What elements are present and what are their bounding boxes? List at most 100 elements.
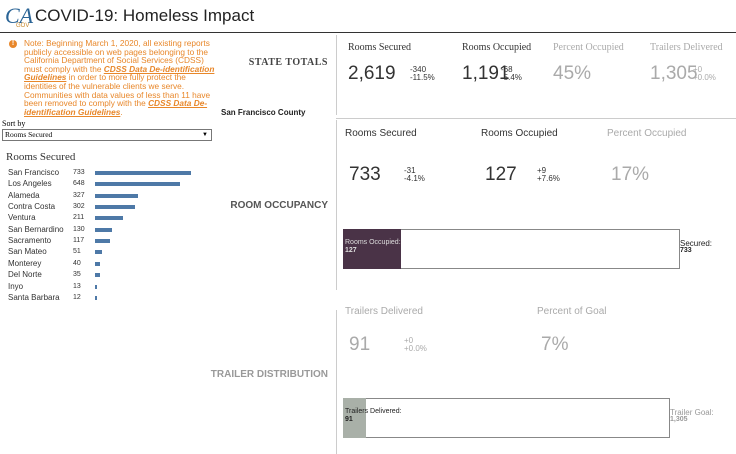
bar <box>95 284 97 289</box>
metric-title: Rooms Secured <box>348 42 412 53</box>
county-name: San Francisco <box>8 168 60 177</box>
county-name: San Mateo <box>8 247 47 257</box>
bar <box>95 295 97 300</box>
county-value: 130 <box>73 225 85 233</box>
county-value: 733 <box>73 169 85 176</box>
metric-title: Rooms Occupied <box>481 128 558 139</box>
sort-label: Sort by <box>2 119 26 128</box>
filled-value: 127 <box>345 247 357 254</box>
metric-title: Percent of Goal <box>537 306 607 317</box>
section-label: STATE TOTALS <box>248 57 328 68</box>
metric-value: 1,305 <box>650 63 698 84</box>
metric-pct: +7.6% <box>537 174 560 183</box>
county-value: 35 <box>73 271 81 279</box>
county-name: Ventura <box>8 213 36 223</box>
logo-sub: GOV <box>16 23 30 29</box>
section-label: TRAILER DISTRIBUTION <box>210 369 328 380</box>
county-name: Inyo <box>8 281 24 291</box>
metric-pct: -4.1% <box>404 174 425 183</box>
divider <box>336 310 337 454</box>
bar <box>95 273 100 278</box>
page-title: COVID-19: Homeless Impact <box>35 6 255 25</box>
guidelines-link[interactable]: CDSS Data De-identification Guidelines <box>24 63 215 83</box>
divider <box>336 118 736 119</box>
metric-value: 45% <box>553 63 592 84</box>
header-rule <box>0 32 736 33</box>
metric-value: 1,191 <box>462 63 510 84</box>
info-icon: ! <box>9 40 17 48</box>
total-value: 733 <box>680 247 692 254</box>
metric-pct: +0.0% <box>693 73 716 82</box>
metric-title: Percent Occupied <box>553 42 624 53</box>
metric-value: 17% <box>611 164 650 185</box>
filled-label: Trailers Delivered: <box>345 408 402 415</box>
note-text: . <box>120 106 123 117</box>
guidelines-link[interactable]: CDSS Data De-identification Guidelines <box>24 98 208 117</box>
sort-value: Rooms Secured <box>5 130 53 139</box>
total-bar <box>343 398 670 438</box>
divider <box>336 120 337 290</box>
county-value: 40 <box>73 259 81 267</box>
metric-change: -340 <box>410 65 427 74</box>
note: Note: Beginning March 1, 2020, all exist… <box>24 39 220 116</box>
metric-value: 7% <box>541 334 569 355</box>
county-name: Los Angeles <box>8 179 52 189</box>
metric-change: +0 <box>693 65 703 74</box>
filled-bar <box>343 229 402 269</box>
county-name: Santa Barbara <box>8 292 60 302</box>
metric-change: -31 <box>404 166 416 175</box>
county-value: 12 <box>73 293 81 301</box>
county-label: San Francisco County <box>221 108 306 117</box>
bar <box>95 250 102 255</box>
county-value: 648 <box>73 180 85 188</box>
metric-pct: -5.4% <box>501 73 522 82</box>
county-name: Alameda <box>8 190 40 200</box>
note-text: in order to more fully protect the ident… <box>24 72 211 109</box>
bar <box>95 239 111 244</box>
county-value: 327 <box>73 191 85 199</box>
bar <box>95 193 138 198</box>
metric-title: Rooms Occupied <box>462 42 532 53</box>
county-value: 302 <box>73 203 85 211</box>
logo[interactable]: CA <box>5 3 34 28</box>
county-value: 51 <box>73 248 81 256</box>
metric-value: 733 <box>349 164 381 185</box>
metric-value: 127 <box>485 164 517 185</box>
bar <box>95 227 113 232</box>
metric-change: +0 <box>404 336 414 345</box>
filled-value: 91 <box>345 416 353 423</box>
county-value: 211 <box>73 214 85 222</box>
metric-title: Percent Occupied <box>607 128 687 139</box>
metric-title: Rooms Secured <box>345 128 417 139</box>
bar <box>95 205 135 210</box>
metric-title: Trailers Delivered <box>345 306 423 317</box>
metric-change: +9 <box>537 166 547 175</box>
sort-select[interactable]: Rooms Secured ▼ <box>2 129 212 141</box>
bar <box>95 182 180 187</box>
county-value: 13 <box>73 282 81 290</box>
bar <box>95 216 123 221</box>
note-text: Note: Beginning March 1, 2020, all exist… <box>24 38 210 74</box>
metric-change: -68 <box>501 65 513 74</box>
bar <box>95 171 191 175</box>
total-label: Trailer Goal: <box>670 408 714 417</box>
metric-pct: -11.5% <box>410 73 435 82</box>
chart-title: Rooms Secured <box>6 151 76 163</box>
metric-value: 2,619 <box>348 63 396 84</box>
section-label: ROOM OCCUPANCY <box>230 200 328 211</box>
filled-bar <box>343 398 366 438</box>
county-name: San Bernardino <box>8 224 64 234</box>
county-name: Del Norte <box>8 270 42 280</box>
county-name: Monterey <box>8 258 42 268</box>
metric-value: 91 <box>349 334 371 355</box>
divider <box>336 35 337 115</box>
total-label: Secured: <box>680 239 713 248</box>
county-value: 117 <box>73 237 85 245</box>
metric-title: Trailers Delivered <box>650 42 723 53</box>
bar <box>95 261 101 266</box>
filled-label: Rooms Occupied: <box>345 239 401 246</box>
metric-pct: +0.0% <box>404 344 427 353</box>
total-value: 1,305 <box>670 416 688 423</box>
county-name: Sacramento <box>8 236 52 246</box>
